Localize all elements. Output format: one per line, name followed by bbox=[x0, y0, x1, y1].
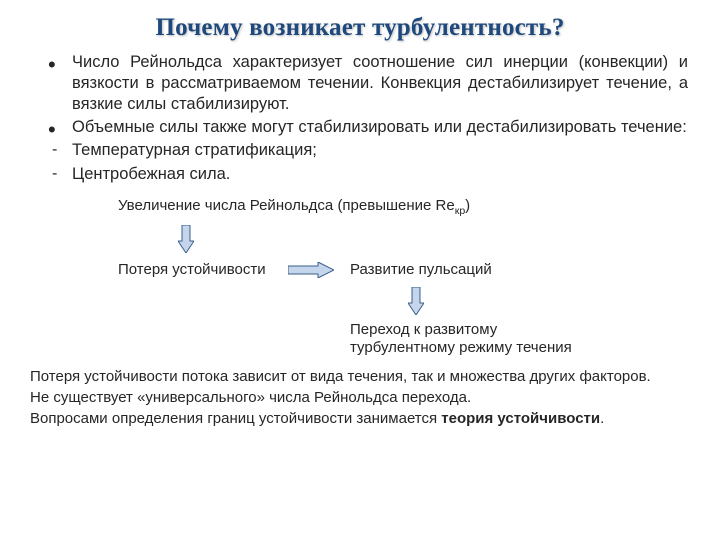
arrow-right-icon bbox=[288, 262, 334, 278]
arrow-shape bbox=[408, 287, 424, 315]
footer-p3: Вопросами определения границ устойчивост… bbox=[30, 409, 690, 428]
arrow-down-icon bbox=[408, 287, 424, 315]
footer-text: Потеря устойчивости потока зависит от ви… bbox=[30, 367, 690, 429]
footer-p3-suffix: . bbox=[600, 410, 604, 427]
bullet-list: Число Рейнольдса характеризует соотношен… bbox=[30, 52, 690, 138]
bullet-item: Число Рейнольдса характеризует соотношен… bbox=[48, 52, 688, 115]
arrow-shape bbox=[178, 225, 194, 253]
footer-p2: Не существует «универсального» числа Рей… bbox=[30, 388, 690, 407]
footer-p3-prefix: Вопросами определения границ устойчивост… bbox=[30, 410, 441, 427]
diagram-step-top-sub: кр bbox=[455, 205, 465, 217]
diagram-step-right: Развитие пульсаций bbox=[350, 261, 492, 279]
diagram-step-bottom: Переход к развитому турбулентному режиму… bbox=[350, 321, 590, 357]
bullet-item: Объемные силы также могут стабилизироват… bbox=[48, 117, 688, 138]
dash-list: Температурная стратификация; Центробежна… bbox=[30, 140, 690, 184]
slide-title: Почему возникает турбулентность? bbox=[30, 14, 690, 42]
footer-p3-bold: теория устойчивости bbox=[441, 410, 600, 427]
dash-item: Центробежная сила. bbox=[48, 164, 690, 185]
diagram-step-top: Увеличение числа Рейнольдса (превышение … bbox=[118, 197, 470, 218]
diagram-step-top-suffix: ) bbox=[465, 197, 470, 214]
footer-p1: Потеря устойчивости потока зависит от ви… bbox=[30, 367, 690, 386]
dash-item: Температурная стратификация; bbox=[48, 140, 690, 161]
flow-diagram: Увеличение числа Рейнольдса (превышение … bbox=[30, 191, 690, 361]
arrow-down-icon bbox=[178, 225, 194, 253]
diagram-step-left: Потеря устойчивости bbox=[118, 261, 266, 279]
arrow-shape bbox=[288, 262, 334, 278]
diagram-step-top-prefix: Увеличение числа Рейнольдса (превышение … bbox=[118, 197, 455, 214]
